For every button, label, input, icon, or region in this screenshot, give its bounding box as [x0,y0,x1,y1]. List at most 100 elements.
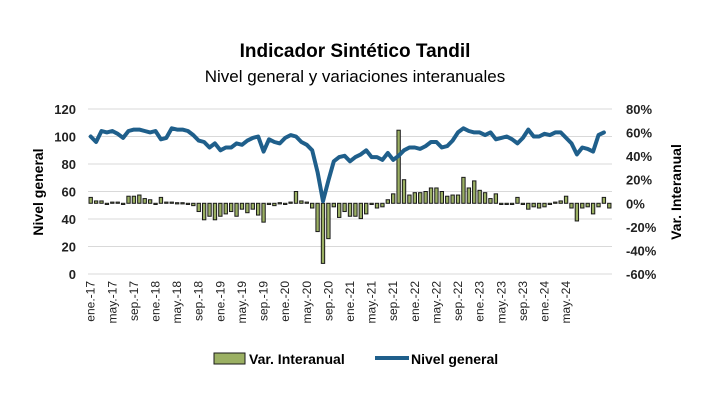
bar [239,202,245,210]
left-tick-label: 0 [69,267,76,282]
bar [115,201,120,204]
bar [488,198,493,204]
bar [450,194,455,204]
right-tick-label: 20% [626,173,652,188]
bar [201,202,207,221]
bar [396,129,401,204]
bar [434,187,439,204]
right-axis-title: Var. Interanual [668,144,684,240]
bar [293,191,299,204]
right-tick-label: 0% [626,196,645,211]
bar [466,187,472,204]
bar [407,194,412,204]
left-tick-label: 60 [62,185,76,200]
bar [472,180,477,204]
bar [601,196,607,204]
bar [169,201,174,204]
bar [234,202,239,217]
right-tick-label: -40% [626,243,657,258]
bar [580,202,585,209]
right-tick-label: 60% [626,126,652,141]
x-tick-label: may.-18 [170,281,184,324]
bar [310,202,315,209]
x-tick-label: ene.-24 [538,281,552,322]
bar [374,202,380,209]
bar [380,202,385,208]
x-tick-label: ene.-20 [278,281,292,322]
bar [185,202,191,205]
bar [364,202,369,215]
bar [272,202,277,207]
bar-series-var-interanual [88,129,612,264]
x-axis-ticks: ene.-17 may.-17 sep.-17 ene.-18 may.-18 sep.-… [84,281,573,324]
bar [385,199,390,204]
bar [353,202,358,217]
x-tick-label: may.-21 [365,281,379,324]
bar [542,202,547,208]
bar [342,202,347,213]
bar [207,202,212,217]
bar [304,201,309,204]
x-tick-label: sep.-21 [386,281,400,321]
legend-label-bars: Var. Interanual [249,351,345,367]
right-tick-label: -20% [626,220,657,235]
bar [137,194,142,204]
bar [120,202,126,205]
x-tick-label: may.-22 [429,281,443,324]
bar [315,202,320,233]
bar [126,195,131,204]
left-tick-label: 80 [62,157,76,172]
bar [553,201,558,204]
x-tick-label: ene.-22 [408,281,422,322]
x-tick-label: sep.-19 [257,281,271,321]
bar [461,176,466,204]
bar [110,201,115,204]
bar [142,198,147,204]
legend-swatch-bars [213,352,246,365]
x-tick-label: ene.-17 [84,281,98,322]
bar [266,202,272,205]
nivel-general-line [88,126,606,204]
bar [147,199,153,204]
bar [531,202,536,208]
right-tick-label: 80% [626,102,652,117]
bar [536,202,542,209]
right-tick-label: 40% [626,149,652,164]
x-tick-label: may.-17 [105,281,119,324]
bar [191,202,196,207]
bar [455,194,461,204]
bar [585,202,590,208]
bar [255,202,261,216]
bar [504,202,509,205]
bar [99,200,104,204]
bar [299,200,304,204]
right-tick-label: -60% [626,267,657,282]
bar [223,202,228,215]
bar [547,202,553,205]
bar [439,191,445,204]
bar [574,202,580,222]
x-tick-label: may.-20 [300,281,314,324]
bar [569,202,574,209]
bar [164,201,169,204]
bar [218,202,223,217]
bar [358,202,363,220]
bar [412,192,417,204]
bar [196,202,201,213]
bar [245,202,250,214]
legend-label-line: Nivel general [411,351,498,367]
bar [558,200,563,204]
bar [607,202,612,209]
left-axis-title: Nivel general [30,148,46,235]
x-tick-label: sep.-20 [321,281,335,321]
bar [509,202,515,205]
bar [153,202,158,205]
bar [283,202,288,205]
x-tick-label: ene.-19 [213,281,227,322]
bar [104,202,110,205]
x-tick-label: sep.-18 [192,281,206,321]
left-tick-label: 120 [54,102,76,117]
bar [445,195,450,204]
bar [369,202,374,205]
